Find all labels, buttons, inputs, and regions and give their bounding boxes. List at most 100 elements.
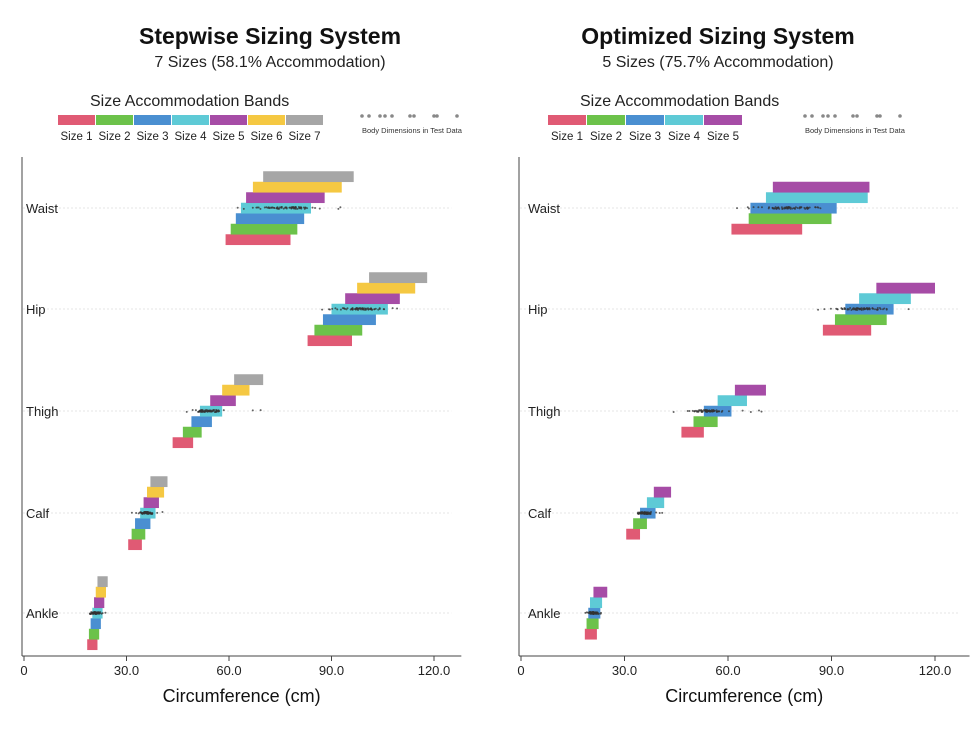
legend-label-size-5: Size 5 xyxy=(707,131,739,143)
legend-label-size-3: Size 3 xyxy=(137,131,169,143)
test-data-point xyxy=(644,512,647,515)
test-data-point xyxy=(836,308,839,311)
category-label-calf: Calf xyxy=(26,506,50,521)
test-data-point xyxy=(814,206,817,209)
band-hip-size-5 xyxy=(876,282,935,294)
test-data-point xyxy=(819,207,822,210)
test-data-point xyxy=(840,307,843,310)
test-data-point xyxy=(774,206,777,209)
dots-legend-label: Body Dimensions in Test Data xyxy=(805,126,906,135)
x-tick-label: 0 xyxy=(517,663,524,678)
test-data-point xyxy=(161,511,164,514)
test-data-point xyxy=(267,206,270,209)
band-thigh-size-2 xyxy=(182,426,202,438)
test-data-point xyxy=(251,409,254,412)
test-data-point xyxy=(757,409,760,412)
test-data-point xyxy=(149,511,152,514)
test-data-point xyxy=(594,612,597,615)
test-data-point xyxy=(135,512,138,515)
test-data-point xyxy=(130,511,133,514)
x-axis-label: Circumference (cm) xyxy=(665,686,823,706)
test-data-point xyxy=(280,206,283,209)
test-data-point xyxy=(263,206,266,209)
band-calf-size-5 xyxy=(143,497,159,509)
test-data-point xyxy=(208,410,211,413)
test-data-point xyxy=(843,307,846,310)
test-data-point xyxy=(698,409,701,412)
category-label-thigh: Thigh xyxy=(528,404,561,419)
test-data-point xyxy=(709,410,712,413)
x-tick-label: 120.0 xyxy=(418,663,451,678)
category-label-hip: Hip xyxy=(26,302,46,317)
test-data-point xyxy=(236,206,239,209)
test-data-point xyxy=(760,206,763,209)
test-data-point xyxy=(851,307,854,310)
legend-label-size-4: Size 4 xyxy=(175,131,208,143)
legend-label-size-2: Size 2 xyxy=(99,131,131,143)
test-data-points-hip xyxy=(321,307,399,311)
test-data-point xyxy=(777,206,780,209)
test-data-point xyxy=(791,207,794,210)
legend-label-size-4: Size 4 xyxy=(668,131,701,143)
test-data-point xyxy=(278,206,281,209)
x-tick-label: 90.0 xyxy=(819,663,844,678)
band-ankle-size-5 xyxy=(593,586,608,598)
dots-legend-label: Body Dimensions in Test Data xyxy=(362,126,463,135)
legend-dot xyxy=(412,114,416,118)
band-calf-size-4 xyxy=(646,497,665,509)
test-data-point xyxy=(147,511,150,514)
test-data-point xyxy=(321,308,324,311)
category-label-ankle: Ankle xyxy=(26,606,59,621)
test-data-point xyxy=(100,612,103,615)
test-data-point xyxy=(767,207,770,210)
test-data-point xyxy=(382,308,385,311)
test-data-point xyxy=(658,512,661,515)
legend-swatch-size-3 xyxy=(626,115,664,125)
test-data-point xyxy=(311,206,314,209)
band-waist-size-3 xyxy=(235,213,305,225)
band-hip-size-2 xyxy=(834,314,887,326)
test-data-point xyxy=(272,206,275,209)
band-calf-size-2 xyxy=(131,528,146,540)
legend-dot xyxy=(851,114,855,118)
test-data-point xyxy=(760,410,763,413)
chart-subtitle: 5 Sizes (75.7% Accommodation) xyxy=(602,54,833,71)
test-data-point xyxy=(294,206,297,209)
legend-dot xyxy=(826,114,830,118)
legend-swatch-size-2 xyxy=(587,115,625,125)
test-data-point xyxy=(757,206,760,209)
test-data-point xyxy=(878,307,881,310)
test-data-point xyxy=(642,511,645,514)
test-data-point xyxy=(747,207,750,210)
test-data-point xyxy=(817,206,820,209)
band-thigh-size-7 xyxy=(234,374,264,386)
band-hip-size-1 xyxy=(307,335,352,347)
test-data-point xyxy=(356,307,359,310)
test-data-point xyxy=(350,307,353,310)
test-data-point xyxy=(259,207,262,210)
test-data-point xyxy=(749,410,752,413)
test-data-point xyxy=(242,207,245,210)
band-hip-size-1 xyxy=(822,324,872,336)
legend-swatch-size-5 xyxy=(210,115,247,125)
band-ankle-size-6 xyxy=(95,586,106,598)
x-tick-label: 120.0 xyxy=(919,663,952,678)
test-data-point xyxy=(194,409,197,412)
band-ankle-size-5 xyxy=(94,597,105,609)
test-data-point xyxy=(789,206,792,209)
test-data-point xyxy=(218,410,221,413)
test-data-point xyxy=(337,207,340,210)
x-tick-label: 30.0 xyxy=(612,663,637,678)
test-data-point xyxy=(599,612,602,615)
legend-swatch-size-3 xyxy=(134,115,171,125)
x-tick-label: 0 xyxy=(20,663,27,678)
test-data-point xyxy=(686,410,689,413)
test-data-point xyxy=(151,511,154,514)
test-data-point xyxy=(282,207,285,210)
legend-swatch-size-6 xyxy=(248,115,285,125)
legend-label-size-7: Size 7 xyxy=(289,131,321,143)
band-thigh-size-5 xyxy=(734,384,766,396)
legend-dot xyxy=(855,114,859,118)
test-data-point xyxy=(364,308,367,311)
test-data-point xyxy=(741,409,744,412)
